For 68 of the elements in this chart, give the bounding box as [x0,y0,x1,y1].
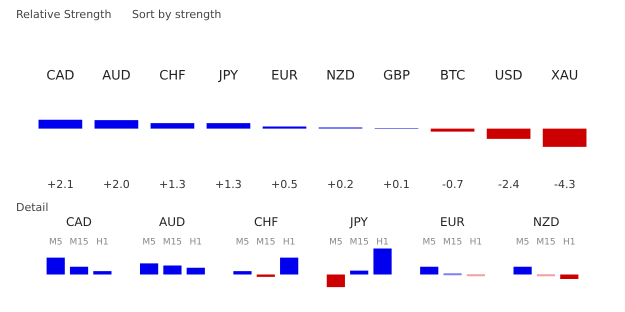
x-tick-label: JPY [349,215,369,229]
x-tick-label: EUR [440,215,465,229]
text: H1 [563,237,576,248]
series-label: H1 [376,237,389,248]
x-tick-label: EUR [271,68,298,84]
bar [163,265,182,275]
data-label: +0.1 [383,178,410,191]
data-label: +2.1 [47,178,74,191]
x-tick-label: NZD [326,68,355,84]
data-label: +0.5 [271,178,298,191]
series-label: M5 [48,237,62,248]
bar [93,271,112,275]
text: M15 [162,237,182,248]
bar [560,274,578,279]
bar [46,258,65,275]
text: M5 [516,237,530,248]
bar [186,268,205,275]
x-tick-label: CHF [159,68,186,84]
text: M15 [350,237,369,248]
text: M5 [422,237,436,248]
x-tick-label: CHF [254,215,278,229]
x-tick-label: AUD [159,215,186,229]
bar [70,266,88,275]
x-tick-label: JPY [218,68,238,84]
text: H1 [190,237,202,248]
text: M15 [442,237,462,248]
x-tick-label: BTC [440,68,466,84]
data-label: +0.2 [327,178,354,191]
bar [514,266,532,275]
bar [94,120,138,129]
bar [38,120,82,129]
x-tick-label: CAD [66,215,92,229]
bar [150,123,194,129]
chart-title: Relative Strength [16,8,112,21]
bar [350,270,368,275]
x-tick-label: AUD [102,68,131,84]
data-label: -0.7 [442,178,464,191]
bar [206,123,250,129]
bar [373,248,392,275]
data-label: +2.0 [103,178,130,191]
text: M5 [329,237,343,248]
text: M15 [536,237,556,248]
chart-title: Detail [16,201,48,214]
x-tick-label: USD [494,68,522,84]
bar [430,128,474,132]
x-tick-label: CAD [46,68,74,84]
text: M15 [69,237,89,248]
data-label: +1.3 [159,178,186,191]
bar [420,266,438,275]
text: M15 [256,237,276,248]
bar [233,271,252,275]
bar [542,128,586,147]
text: H1 [470,237,482,248]
bar [280,258,298,275]
text: H1 [282,237,296,248]
text: M5 [142,237,156,248]
x-tick-label: XAU [550,68,578,84]
text: H1 [96,237,109,248]
x-tick-label: NZD [533,215,560,229]
bar [140,263,158,275]
data-label: +1.3 [215,178,242,191]
text: Sort by strength [132,8,222,21]
text: M5 [236,237,250,248]
x-tick-label: GBP [383,68,410,84]
bar [486,128,530,139]
data-label: -4.3 [554,178,576,191]
data-label: -2.4 [498,178,520,191]
bar [326,274,345,288]
